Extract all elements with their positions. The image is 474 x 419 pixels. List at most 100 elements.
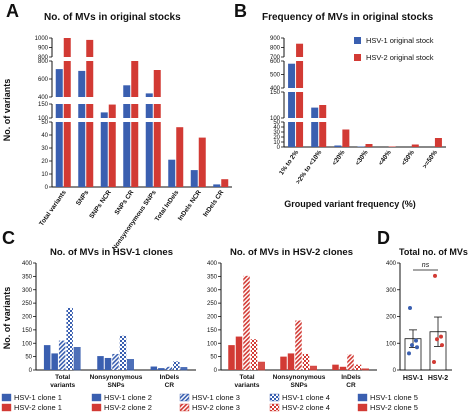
bar	[180, 367, 188, 371]
legend-swatch	[357, 403, 368, 412]
legend-swatch	[179, 403, 190, 412]
bar-segment	[131, 122, 139, 187]
bar	[150, 366, 158, 370]
y-tick-label: 100	[386, 341, 397, 347]
legend-swatch	[354, 54, 361, 61]
x-category-label: SNPs CR	[113, 189, 135, 216]
bar-segment	[168, 159, 176, 187]
y-tick-label: 250	[22, 301, 33, 307]
bar-segment	[365, 144, 373, 147]
bar-segment	[145, 122, 153, 187]
bar-segment	[63, 104, 71, 118]
bar-segment	[288, 92, 296, 118]
data-point	[408, 305, 412, 310]
x-category-label: Total variants	[38, 189, 68, 228]
bar-segment	[153, 104, 161, 118]
x-category-label: variants	[50, 382, 75, 389]
bar-segment	[388, 146, 396, 147]
data-point	[439, 334, 443, 339]
panel-c-right-title: No. of MVs in HSV-2 clones	[230, 247, 353, 258]
bar-segment	[296, 92, 304, 118]
legend-label: HSV-2 clone 5	[370, 403, 418, 412]
panel-a-chart: 800 900 1000 400 600 800 100 150 0 10 20 30 40 50 Tota…	[35, 36, 232, 252]
legend-swatch	[357, 393, 368, 402]
x-category-label: 1% to 2%	[278, 149, 300, 177]
panel-letter-d: D	[377, 228, 390, 248]
bar-segment	[86, 122, 94, 187]
bar	[250, 339, 258, 370]
x-category-label: InDels NCR	[177, 189, 203, 222]
legend-label: HSV-2 clone 3	[192, 403, 240, 412]
bar-segment	[123, 85, 131, 97]
bar-segment	[100, 112, 108, 118]
bar-segment	[145, 104, 153, 118]
bar	[228, 345, 235, 370]
bar-segment	[123, 122, 131, 187]
bar-segment	[63, 38, 71, 57]
bar	[258, 361, 265, 371]
y-tick-label: 50	[210, 355, 217, 361]
bar	[287, 353, 295, 370]
legend-swatch	[179, 393, 190, 402]
y-tick-label: 40	[273, 125, 280, 131]
y-tick-label: 1000	[35, 36, 49, 42]
bar	[339, 366, 347, 370]
y-tick-label: 100	[207, 341, 218, 347]
y-tick-label: 50	[25, 355, 32, 361]
legend-label: HSV-1 clone 4	[282, 393, 330, 402]
bar-segment	[334, 145, 342, 147]
bar-segment	[55, 104, 63, 118]
bar-segment	[153, 70, 161, 97]
panel-b-legend: HSV-1 original stock HSV-2 original stock	[354, 36, 434, 62]
x-category-label: Total	[239, 374, 254, 381]
y-tick-label: 30	[41, 146, 48, 152]
legend-label: HSV-2 clone 4	[282, 403, 330, 412]
data-point	[432, 359, 436, 364]
x-category-label: Nonsynonymous	[273, 374, 326, 381]
bar-segment	[153, 122, 161, 187]
bar	[235, 336, 243, 370]
data-point	[433, 273, 437, 278]
x-category-label: SNPs NCR	[88, 189, 113, 220]
legend-label: HSV-1 clone 5	[370, 393, 418, 402]
bar-segment	[311, 122, 319, 147]
bar-segment	[411, 144, 419, 147]
legend-swatch	[1, 403, 12, 412]
bar	[66, 307, 73, 370]
bar	[97, 356, 104, 370]
y-tick-label: 20	[273, 135, 280, 141]
x-category-label: Total	[55, 374, 70, 381]
bar	[127, 359, 134, 371]
x-category-label: variants	[235, 382, 260, 389]
panel-d-title: Total no. of MVs	[399, 247, 468, 257]
data-point	[435, 337, 439, 342]
bar-segment	[319, 122, 327, 147]
bar-segment	[86, 61, 94, 97]
y-tick-label: 400	[270, 86, 281, 92]
data-point	[440, 343, 444, 348]
bar-segment	[296, 61, 304, 88]
panel-d-chart: 0 100 200 300 400 HSV-1 HSV-2 ns	[386, 261, 452, 382]
legend-swatch	[91, 393, 102, 402]
bar-segment	[221, 179, 229, 187]
x-category-label: HSV-1	[403, 375, 423, 382]
bar	[58, 340, 66, 370]
significance-label: ns	[422, 262, 430, 269]
x-category-label: <50%	[401, 149, 416, 167]
panel-b-title: Frequency of MVs in original stocks	[262, 12, 434, 23]
bar	[119, 335, 127, 370]
y-tick-label: 10	[41, 172, 48, 178]
x-category-label: <20%	[331, 149, 346, 167]
data-point	[415, 345, 419, 350]
bar	[332, 364, 339, 370]
y-tick-label: 0	[277, 145, 281, 151]
bar	[354, 364, 362, 370]
bar	[51, 353, 58, 370]
y-tick-label: 0	[45, 185, 49, 191]
bar-segment	[86, 39, 94, 57]
y-tick-label: 150	[207, 328, 218, 334]
x-category-label: InDels CR	[202, 189, 226, 218]
y-tick-label: 400	[207, 261, 218, 267]
y-tick-label: 50	[41, 120, 48, 126]
legend-swatch	[1, 393, 12, 402]
